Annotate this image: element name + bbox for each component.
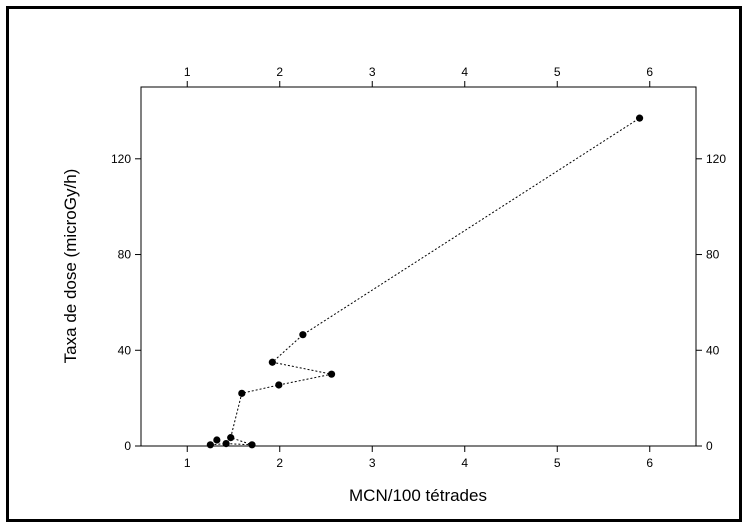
y-tick-label-left: 0 [124,439,131,453]
y-tick-label-left: 120 [111,152,131,166]
y-tick-label-left: 80 [118,248,132,262]
y-tick-label-right: 40 [706,343,720,357]
x-tick-label-top: 3 [369,65,376,79]
x-tick-label-bottom: 2 [276,456,283,470]
data-point [227,434,235,442]
x-tick-label-bottom: 4 [461,456,468,470]
x-tick-label-bottom: 5 [554,456,561,470]
data-point [238,389,246,397]
series-dotted-line [210,117,640,446]
y-tick-label-right: 0 [706,439,713,453]
x-tick-label-top: 5 [554,65,561,79]
x-tick-label-top: 4 [461,65,468,79]
data-point [248,441,256,449]
x-tick-label-bottom: 1 [184,456,191,470]
y-axis-label: Taxa de dose (microGy/h) [61,169,80,364]
x-tick-label-top: 1 [184,65,191,79]
data-point [275,381,283,389]
data-point [635,114,644,122]
data-point [206,441,214,449]
y-tick-label-right: 120 [706,152,726,166]
data-point [299,331,307,339]
x-tick-label-bottom: 6 [646,456,653,470]
x-tick-label-top: 6 [646,65,653,79]
y-tick-label-left: 40 [118,343,132,357]
data-point [268,358,276,366]
data-point [213,436,221,444]
data-point [327,370,336,378]
data-point [222,440,230,448]
x-tick-label-top: 2 [276,65,283,79]
y-tick-label-right: 80 [706,248,720,262]
plot-area [140,86,697,447]
x-tick-label-bottom: 3 [369,456,376,470]
chart-frame [6,6,742,522]
x-axis-label: MCN/100 tétrades [349,486,487,505]
